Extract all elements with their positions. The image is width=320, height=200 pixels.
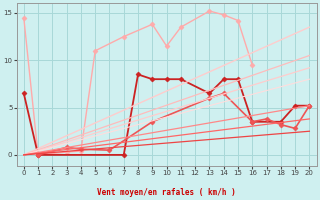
X-axis label: Vent moyen/en rafales ( km/h ): Vent moyen/en rafales ( km/h ) (97, 188, 236, 197)
